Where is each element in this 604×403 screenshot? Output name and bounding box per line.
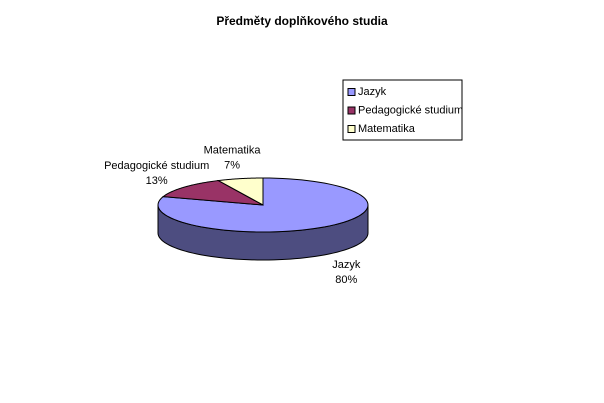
slice-value-label: 13% (146, 175, 168, 187)
chart-title: Předměty doplňkového studia (216, 14, 388, 28)
slice-value-label: 7% (224, 159, 240, 171)
pie-slice (161, 180, 264, 206)
slice-value-label: 80% (335, 274, 357, 286)
pie-slice (216, 177, 264, 206)
legend-box (342, 79, 463, 141)
legend-swatch (347, 125, 356, 133)
legend-swatch (347, 106, 356, 115)
legend-label: Matematika (358, 123, 416, 135)
slice-label: Pedagogické studium (104, 160, 209, 172)
legend-swatch (347, 88, 356, 96)
slice-label: Jazyk (332, 259, 361, 271)
slice-label: Matematika (204, 144, 262, 156)
legend-label: Jazyk (358, 86, 387, 98)
legend-label: Pedagogické studium (358, 104, 463, 116)
